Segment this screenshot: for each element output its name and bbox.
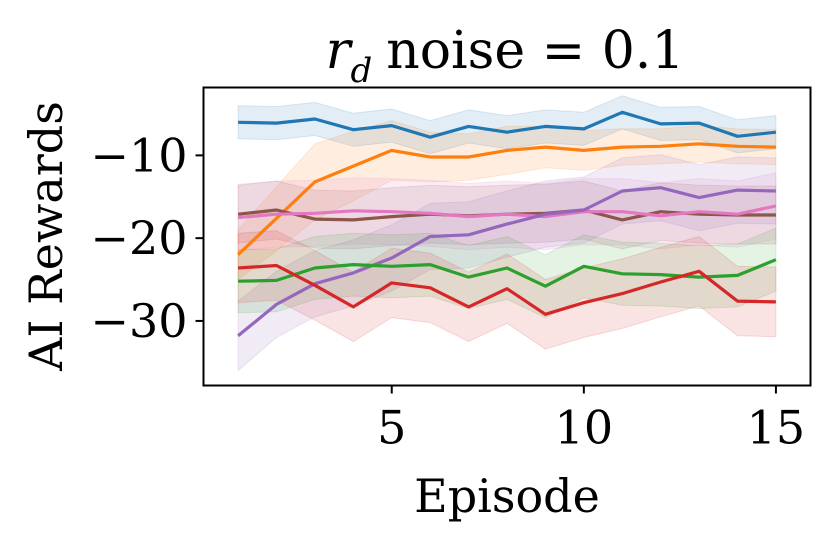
- series-5-band: [237, 154, 777, 372]
- chart-title: rd noise = 0.1: [326, 21, 685, 91]
- title-symbol: r: [326, 21, 354, 81]
- series-7-line: [237, 263, 776, 316]
- series-2-band: [237, 120, 777, 281]
- series-2-line: [236, 142, 776, 256]
- plot-frame: [202, 86, 812, 387]
- x-tick-label: 15: [747, 401, 806, 455]
- series-5-line: [237, 186, 776, 338]
- series-4-band: [237, 172, 777, 252]
- confidence-bands: [237, 95, 777, 372]
- y-tick-label: −30: [90, 294, 187, 348]
- x-axis-label: Episode: [414, 469, 600, 523]
- series-lines: [236, 110, 777, 338]
- x-tick-label: 5: [377, 401, 406, 455]
- title-rest: noise = 0.1: [386, 21, 684, 81]
- y-axis-label: AI Rewards: [19, 101, 73, 372]
- series-1-line: [238, 110, 777, 139]
- x-axis: 5 10 15: [377, 385, 806, 455]
- series-4-line: [237, 204, 777, 220]
- y-tick-label: −10: [90, 128, 187, 182]
- series-1-band: [237, 95, 777, 155]
- title-subscript: d: [350, 51, 372, 91]
- x-tick-label: 10: [555, 401, 614, 455]
- y-tick-label: −20: [90, 211, 187, 265]
- y-axis: −10 −20 −30: [90, 128, 204, 348]
